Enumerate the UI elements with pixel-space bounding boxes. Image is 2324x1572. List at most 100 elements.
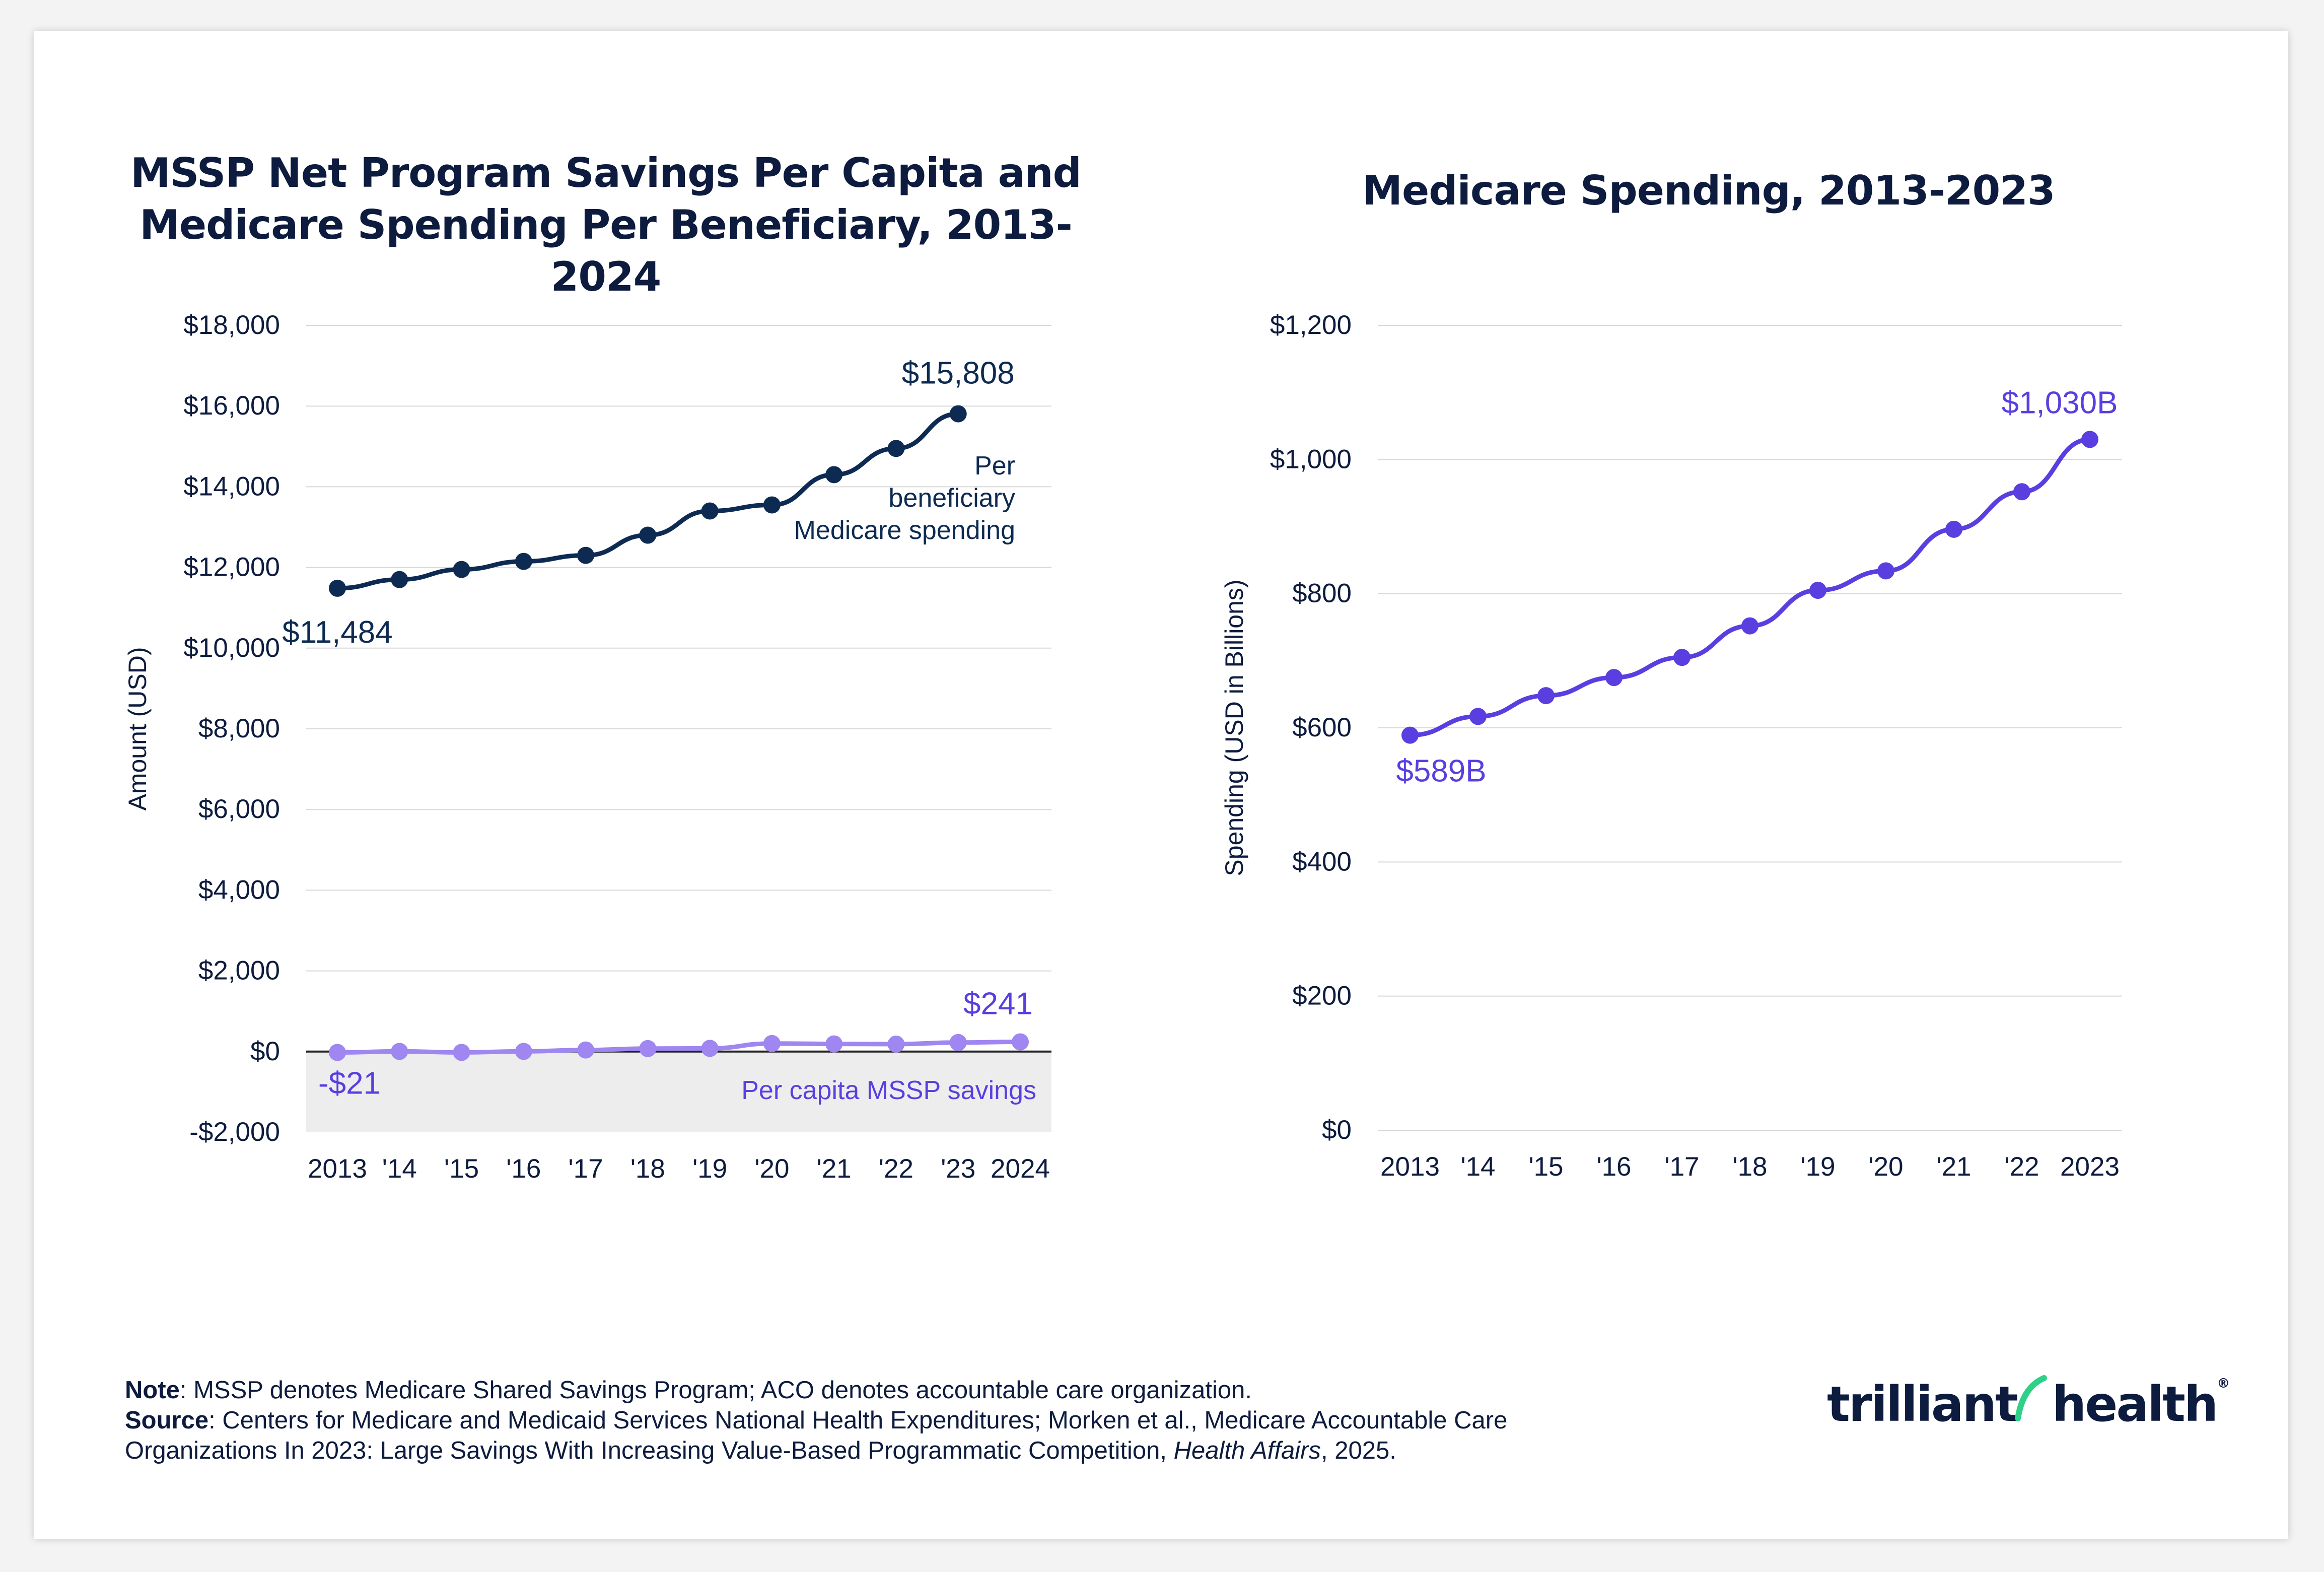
- y-tick-label: $12,000: [183, 553, 280, 582]
- source-text: : Centers for Medicare and Medicaid Serv…: [125, 1407, 1508, 1464]
- x-tick-label: '16: [1596, 1152, 1631, 1182]
- data-point: [887, 1035, 905, 1053]
- trilliant-health-logo: trilliant health®: [1827, 1375, 2230, 1437]
- x-tick-label: '15: [444, 1154, 479, 1184]
- x-tick-label: '14: [382, 1154, 417, 1184]
- data-label: -$21: [318, 1066, 381, 1101]
- source-label: Source: [125, 1407, 209, 1434]
- left-line-chart: $18,000 $16,000 $14,000 $12,000 $10,000 $8,00…: [123, 310, 1051, 1184]
- data-point: [2013, 483, 2030, 501]
- data-point: [453, 1044, 470, 1061]
- right-chart-title: Medicare Spending, 2013-2023: [1243, 165, 2174, 217]
- y-tick-label: $6,000: [198, 794, 280, 824]
- left-chart-title-line1: MSSP Net Program Savings Per Capita and: [130, 150, 1082, 196]
- y-tick-label: $14,000: [183, 471, 280, 501]
- x-tick-label: '18: [1732, 1152, 1767, 1182]
- series-line: [337, 1040, 1021, 1055]
- data-point: [1673, 649, 1691, 666]
- y-axis-label: Spending (USD in Billions): [1220, 579, 1248, 876]
- series-label: beneficiary: [889, 484, 1015, 513]
- data-point: [1605, 669, 1623, 687]
- data-point: [1809, 582, 1826, 599]
- x-tick-label: '19: [692, 1154, 727, 1184]
- x-tick-label: '15: [1528, 1152, 1563, 1182]
- negative-region-shade: [306, 1051, 1051, 1132]
- right-chart-title-text: Medicare Spending, 2013-2023: [1362, 167, 2055, 214]
- data-point: [1012, 1033, 1029, 1051]
- data-label: $11,484: [282, 615, 393, 650]
- data-point: [1401, 726, 1419, 744]
- data-point: [887, 440, 905, 457]
- y-tick-label: $18,000: [183, 310, 280, 340]
- y-tick-label: $2,000: [198, 956, 280, 986]
- logo-registered-mark: ®: [2217, 1376, 2230, 1391]
- series-label: Per capita MSSP savings: [741, 1076, 1036, 1105]
- y-tick-label: $0: [1322, 1115, 1352, 1145]
- data-point: [763, 1035, 781, 1052]
- x-tick-label: '23: [941, 1154, 975, 1184]
- logo-swoosh-icon: [2014, 1375, 2052, 1421]
- data-point: [391, 571, 408, 588]
- footnote: Note: MSSP denotes Medicare Shared Savin…: [125, 1375, 1636, 1466]
- x-tick-label: '14: [1460, 1152, 1495, 1182]
- source-journal: Health Affairs: [1173, 1437, 1321, 1464]
- data-point: [825, 466, 843, 484]
- series-label: Per: [974, 451, 1015, 481]
- x-tick-label: '20: [1868, 1152, 1903, 1182]
- data-point: [763, 496, 781, 514]
- data-point: [1741, 617, 1758, 635]
- data-point: [515, 553, 532, 570]
- y-tick-label: $8,000: [198, 714, 280, 743]
- data-label: $589B: [1396, 754, 1486, 789]
- chart-card: MSSP Net Program Savings Per Capita and …: [34, 31, 2288, 1539]
- x-tick-label: '22: [2004, 1152, 2039, 1182]
- y-tick-label: $10,000: [183, 633, 280, 663]
- data-point: [1945, 520, 1962, 538]
- x-tick-label: '21: [1936, 1152, 1971, 1182]
- series-line: [337, 412, 958, 591]
- y-axis-label: Amount (USD): [123, 647, 152, 810]
- note-text: : MSSP denotes Medicare Shared Savings P…: [179, 1377, 1252, 1404]
- data-point: [453, 561, 470, 578]
- x-tick-label: 2024: [991, 1154, 1050, 1184]
- x-tick-label: 2013: [1380, 1152, 1440, 1182]
- footnote-source: Source: Centers for Medicare and Medicai…: [125, 1405, 1636, 1466]
- left-chart-title-line2: Medicare Spending Per Beneficiary, 2013-…: [139, 201, 1073, 300]
- data-point: [577, 1041, 595, 1059]
- x-tick-label: 2023: [2060, 1152, 2120, 1182]
- data-point: [391, 1043, 408, 1060]
- data-point: [577, 546, 595, 564]
- data-point: [949, 405, 967, 423]
- data-point: [1877, 562, 1894, 580]
- x-tick-label: '17: [569, 1154, 603, 1184]
- data-point: [1469, 708, 1487, 725]
- data-point: [701, 502, 719, 520]
- y-tick-label: $16,000: [183, 391, 280, 421]
- logo-text-trilliant: trilliant: [1827, 1376, 2018, 1432]
- x-tick-label: '18: [630, 1154, 665, 1184]
- y-tick-label: $0: [250, 1037, 280, 1066]
- series-label: Medicare spending: [794, 516, 1015, 545]
- y-tick-label: $1,000: [1270, 444, 1352, 474]
- series-line: [1410, 437, 2090, 738]
- x-tick-label: '17: [1664, 1152, 1699, 1182]
- data-point: [639, 1040, 657, 1057]
- x-tick-label: '22: [879, 1154, 913, 1184]
- data-point: [329, 1044, 346, 1061]
- y-tick-label: $400: [1292, 847, 1352, 876]
- left-chart-title: MSSP Net Program Savings Per Capita and …: [130, 147, 1082, 303]
- data-point: [825, 1035, 843, 1053]
- x-tick-label: '20: [754, 1154, 789, 1184]
- y-tick-label: -$2,000: [189, 1117, 280, 1147]
- footnote-note: Note: MSSP denotes Medicare Shared Savin…: [125, 1375, 1636, 1405]
- data-label: $241: [963, 986, 1033, 1021]
- data-point: [1537, 687, 1555, 705]
- data-point: [949, 1034, 967, 1051]
- note-label: Note: [125, 1377, 180, 1404]
- source-end: , 2025.: [1320, 1437, 1396, 1464]
- logo-text-health: health: [2052, 1376, 2218, 1432]
- y-tick-label: $800: [1292, 579, 1352, 608]
- x-tick-label: '16: [506, 1154, 541, 1184]
- x-tick-label: '19: [1800, 1152, 1835, 1182]
- data-point: [329, 579, 346, 597]
